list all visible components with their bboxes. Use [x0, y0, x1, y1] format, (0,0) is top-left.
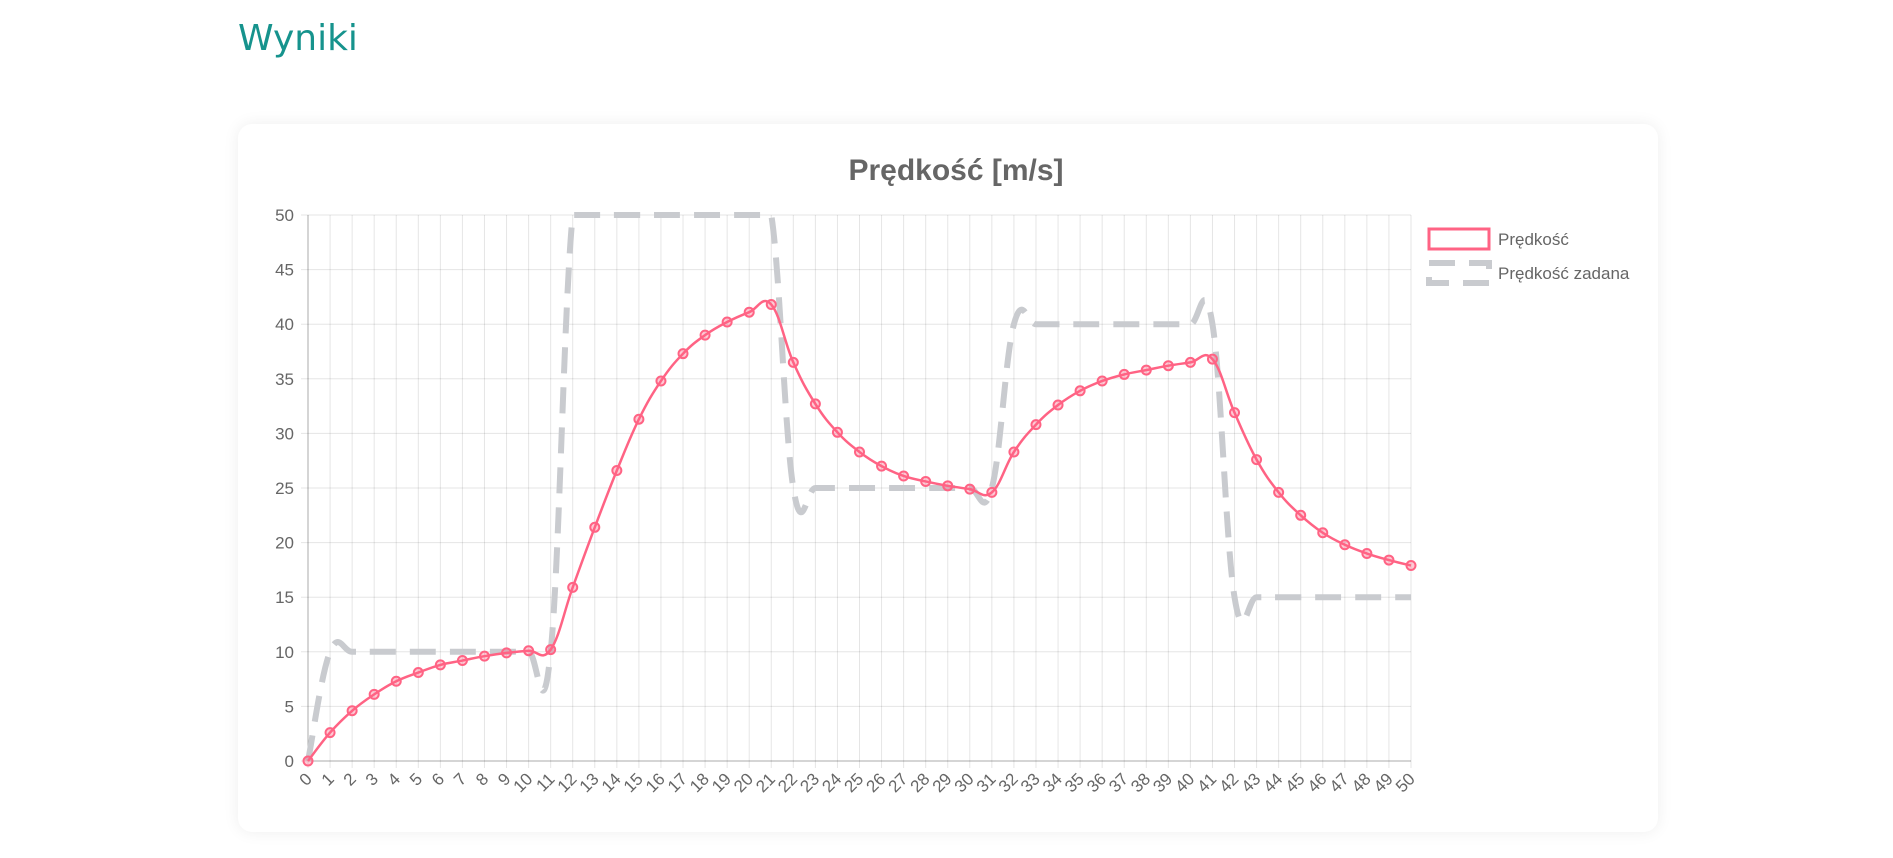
- data-point[interactable]: [302, 755, 314, 767]
- data-point[interactable]: [1339, 539, 1351, 551]
- y-tick-label: 25: [275, 479, 294, 498]
- data-point[interactable]: [1295, 509, 1307, 521]
- data-point[interactable]: [1096, 375, 1108, 387]
- data-point[interactable]: [412, 667, 424, 679]
- data-point[interactable]: [567, 581, 579, 593]
- y-tick-label: 5: [285, 697, 294, 716]
- data-point[interactable]: [765, 299, 777, 311]
- data-point[interactable]: [434, 659, 446, 671]
- x-tick-label: 4: [384, 769, 404, 789]
- data-point[interactable]: [1162, 360, 1174, 372]
- data-point[interactable]: [964, 483, 976, 495]
- chart-legend[interactable]: Prędkość Prędkość zadana: [1426, 227, 1630, 286]
- data-point[interactable]: [1118, 368, 1130, 380]
- series-layer: [302, 212, 1417, 767]
- y-tick-label: 50: [275, 206, 294, 225]
- legend-label: Prędkość: [1498, 230, 1569, 249]
- data-point[interactable]: [346, 705, 358, 717]
- data-point[interactable]: [986, 486, 998, 498]
- data-point[interactable]: [1140, 364, 1152, 376]
- x-tick-label: 0: [296, 769, 316, 789]
- data-point[interactable]: [920, 475, 932, 487]
- y-tick-label: 35: [275, 370, 294, 389]
- y-tick-label: 40: [275, 315, 294, 334]
- data-point[interactable]: [1361, 548, 1373, 560]
- x-tick-label: 50: [1392, 769, 1419, 796]
- data-point[interactable]: [1383, 554, 1395, 566]
- data-point[interactable]: [743, 306, 755, 318]
- legend-swatch: [1426, 260, 1492, 286]
- data-point[interactable]: [898, 470, 910, 482]
- data-point[interactable]: [1251, 454, 1263, 466]
- data-point[interactable]: [942, 480, 954, 492]
- data-point[interactable]: [787, 356, 799, 368]
- y-axis-ticks: 0 5 10 15 20 25 30 35 40 45 50: [275, 206, 294, 771]
- y-tick-label: 45: [275, 261, 294, 280]
- data-point[interactable]: [545, 644, 557, 656]
- chart-grid: [301, 214, 1412, 768]
- legend-label: Prędkość zadana: [1498, 264, 1630, 283]
- x-tick-label: 5: [406, 769, 426, 789]
- legend-item[interactable]: Prędkość: [1427, 227, 1569, 251]
- y-tick-label: 30: [275, 424, 294, 443]
- x-tick-label: 9: [494, 769, 514, 789]
- legend-item[interactable]: Prędkość zadana: [1426, 260, 1630, 286]
- data-point[interactable]: [456, 655, 468, 667]
- data-point[interactable]: [368, 688, 380, 700]
- legend-swatch: [1427, 227, 1491, 251]
- data-point[interactable]: [324, 727, 336, 739]
- data-point[interactable]: [390, 675, 402, 687]
- data-point[interactable]: [876, 460, 888, 472]
- data-point[interactable]: [655, 375, 667, 387]
- data-point[interactable]: [1273, 486, 1285, 498]
- data-point[interactable]: [1317, 527, 1329, 539]
- page-title: Wyniki: [238, 18, 358, 59]
- data-point[interactable]: [501, 647, 513, 659]
- x-tick-label: 6: [428, 769, 448, 789]
- data-point[interactable]: [633, 413, 645, 425]
- data-point[interactable]: [589, 521, 601, 533]
- data-point[interactable]: [1229, 407, 1241, 419]
- series-line-pr-dko: [307, 299, 1412, 762]
- data-point[interactable]: [611, 465, 623, 477]
- data-point[interactable]: [831, 426, 843, 438]
- data-point[interactable]: [1074, 385, 1086, 397]
- data-point[interactable]: [1030, 419, 1042, 431]
- data-point[interactable]: [809, 398, 821, 410]
- data-point[interactable]: [478, 650, 490, 662]
- data-point[interactable]: [1206, 353, 1218, 365]
- y-tick-label: 0: [285, 752, 294, 771]
- data-point[interactable]: [523, 645, 535, 657]
- x-tick-label: 1: [318, 769, 338, 789]
- data-point[interactable]: [1008, 446, 1020, 458]
- y-tick-label: 10: [275, 643, 294, 662]
- data-point[interactable]: [854, 446, 865, 458]
- data-point[interactable]: [721, 316, 733, 328]
- y-tick-label: 15: [275, 588, 294, 607]
- data-point[interactable]: [699, 329, 711, 341]
- data-point[interactable]: [1405, 560, 1417, 572]
- x-tick-label: 8: [472, 769, 492, 789]
- x-axis-ticks: 0 1 2 3 4 5 6 7 8 9101112131415161718192021222324…: [296, 769, 1419, 796]
- x-tick-label: 3: [362, 769, 382, 789]
- chart-title: Prędkość [m/s]: [848, 154, 1063, 187]
- x-tick-label: 2: [340, 769, 360, 789]
- x-tick-label: 7: [450, 769, 470, 789]
- data-point[interactable]: [1052, 399, 1064, 411]
- y-tick-label: 20: [275, 534, 294, 553]
- data-point[interactable]: [1184, 356, 1196, 368]
- data-point[interactable]: [677, 348, 689, 360]
